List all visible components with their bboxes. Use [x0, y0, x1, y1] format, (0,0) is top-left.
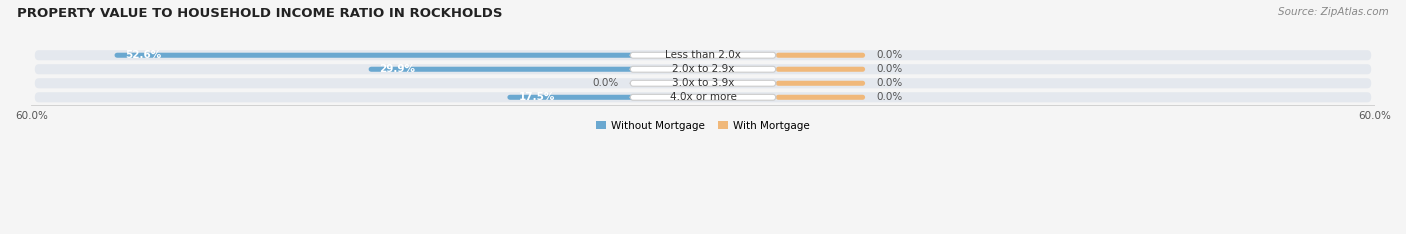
FancyBboxPatch shape	[630, 52, 776, 58]
Text: 29.9%: 29.9%	[380, 64, 416, 74]
Text: 52.6%: 52.6%	[125, 50, 162, 60]
FancyBboxPatch shape	[776, 53, 865, 58]
Text: 3.0x to 3.9x: 3.0x to 3.9x	[672, 78, 734, 88]
FancyBboxPatch shape	[35, 92, 1371, 102]
Text: 0.0%: 0.0%	[876, 78, 903, 88]
Text: 0.0%: 0.0%	[876, 92, 903, 102]
Text: Less than 2.0x: Less than 2.0x	[665, 50, 741, 60]
Text: PROPERTY VALUE TO HOUSEHOLD INCOME RATIO IN ROCKHOLDS: PROPERTY VALUE TO HOUSEHOLD INCOME RATIO…	[17, 7, 502, 20]
FancyBboxPatch shape	[630, 66, 776, 72]
Text: 0.0%: 0.0%	[876, 64, 903, 74]
Legend: Without Mortgage, With Mortgage: Without Mortgage, With Mortgage	[592, 116, 814, 135]
FancyBboxPatch shape	[35, 50, 1371, 60]
FancyBboxPatch shape	[630, 80, 776, 86]
Text: 17.5%: 17.5%	[519, 92, 555, 102]
Text: Source: ZipAtlas.com: Source: ZipAtlas.com	[1278, 7, 1389, 17]
Text: 0.0%: 0.0%	[876, 50, 903, 60]
FancyBboxPatch shape	[630, 94, 776, 100]
FancyBboxPatch shape	[776, 81, 865, 86]
Text: 0.0%: 0.0%	[593, 78, 619, 88]
Text: 2.0x to 2.9x: 2.0x to 2.9x	[672, 64, 734, 74]
FancyBboxPatch shape	[35, 64, 1371, 74]
FancyBboxPatch shape	[776, 67, 865, 72]
Text: 4.0x or more: 4.0x or more	[669, 92, 737, 102]
FancyBboxPatch shape	[508, 95, 703, 100]
FancyBboxPatch shape	[35, 78, 1371, 88]
FancyBboxPatch shape	[776, 95, 865, 100]
FancyBboxPatch shape	[114, 53, 703, 58]
FancyBboxPatch shape	[368, 67, 703, 72]
